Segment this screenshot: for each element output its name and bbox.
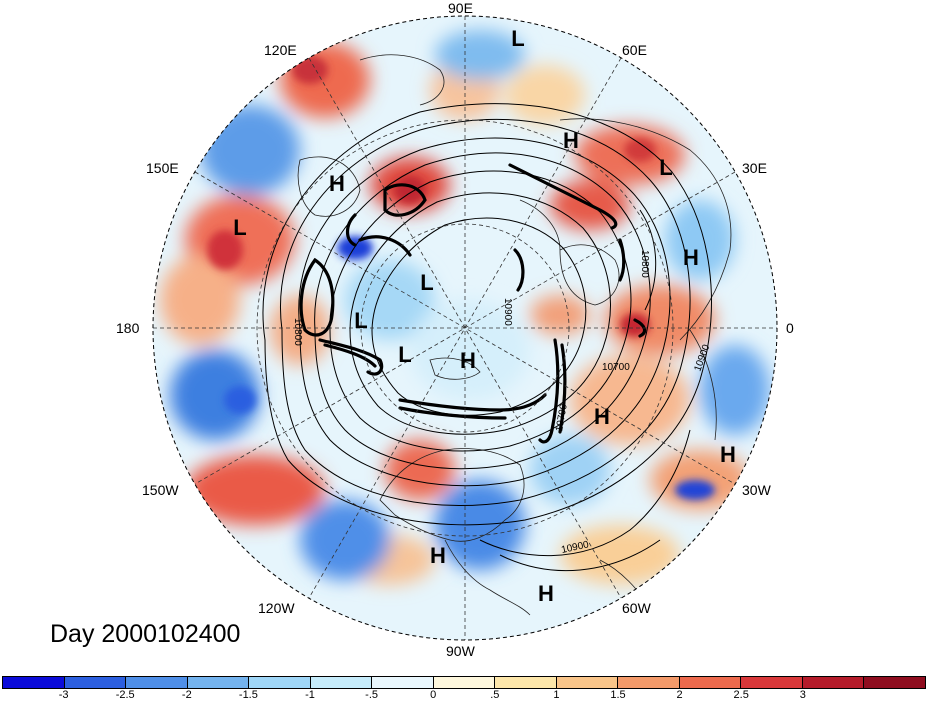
longitude-label-180: 180 (116, 320, 140, 336)
colorbar-segment (679, 677, 742, 688)
contour-label: 10900 (502, 298, 513, 326)
map-title: Day 2000102400 (50, 620, 241, 648)
colorbar-tick-label: -1 (305, 689, 315, 701)
longitude-label-150e: 150E (146, 160, 179, 176)
contour-label: 10700 (554, 403, 570, 433)
colorbar-segment (64, 677, 127, 688)
colorbar-segment (249, 677, 311, 688)
longitude-label-90w: 90W (446, 643, 475, 659)
longitude-label-30w: 30W (742, 482, 771, 498)
colorbar-segment (495, 677, 557, 688)
colorbar-segment (618, 677, 680, 688)
colorbar-tick-label: -.5 (365, 689, 379, 701)
colorbar-segment (802, 677, 865, 688)
longitude-label-60w: 60W (622, 600, 651, 616)
pressure-center-label: L (659, 155, 672, 180)
pressure-center-label: L (233, 215, 246, 240)
anomaly-field (153, 16, 777, 640)
longitude-label-90e: 90E (448, 0, 473, 16)
map-boundary (152, 15, 778, 641)
pressure-center-label: H (720, 442, 736, 467)
longitude-label-120w: 120W (258, 600, 295, 616)
height-contours (262, 103, 712, 572)
graticule (153, 16, 777, 640)
colorbar-segment (741, 677, 803, 688)
colorbar-tick-label: 1.5 (610, 689, 626, 701)
colorbar-segment (187, 677, 250, 688)
pressure-center-label: H (329, 171, 345, 196)
colorbar-tick-label: 1 (553, 689, 560, 701)
colorbar-tick-label: 0 (430, 689, 437, 701)
longitude-label-150w: 150W (142, 482, 179, 498)
colorbar-segment (556, 677, 619, 688)
pressure-center-label: H (594, 404, 610, 429)
colorbar-tick-label: -3 (58, 689, 69, 701)
pressure-center-label: L (398, 342, 411, 367)
pressure-center-label: L (354, 308, 367, 333)
pressure-centers: L H H L L H L L L H H H H H (233, 26, 736, 606)
colorbar-tick-label: -1.5 (238, 689, 258, 701)
colorbar-segment (310, 677, 373, 688)
pressure-center-label: H (538, 581, 554, 606)
contour-label: 10700 (602, 362, 630, 373)
colorbar-tick-label: 2.5 (733, 689, 749, 701)
colorbar-tick-label: -2 (181, 689, 192, 701)
pressure-center-label: H (430, 543, 446, 568)
pressure-center-label: H (683, 245, 699, 270)
longitude-label-60e: 60E (622, 42, 647, 58)
colorbar-tick-label: .5 (490, 689, 500, 701)
colorbar-segment (372, 677, 434, 688)
contour-label: 10800 (292, 318, 303, 346)
longitude-label-120e: 120E (264, 42, 297, 58)
longitude-label-30e: 30E (742, 160, 767, 176)
colorbar (2, 676, 926, 689)
colorbar-segment (126, 677, 188, 688)
colorbar-segment (433, 677, 496, 688)
colorbar-tick-label: -2.5 (115, 689, 135, 701)
colorbar-segment (864, 677, 925, 688)
pressure-center-label: L (511, 26, 524, 51)
contour-label: 10800 (639, 250, 650, 278)
colorbar-segment (3, 677, 65, 688)
colorbar-tick-label: 3 (799, 689, 806, 701)
jet-contours (299, 163, 647, 444)
pressure-center-label: L (420, 270, 433, 295)
pressure-center-label: H (563, 128, 579, 153)
colorbar-tick-label: 2 (676, 689, 683, 701)
longitude-label-0: 0 (786, 320, 794, 336)
pressure-center-label: H (460, 348, 476, 373)
